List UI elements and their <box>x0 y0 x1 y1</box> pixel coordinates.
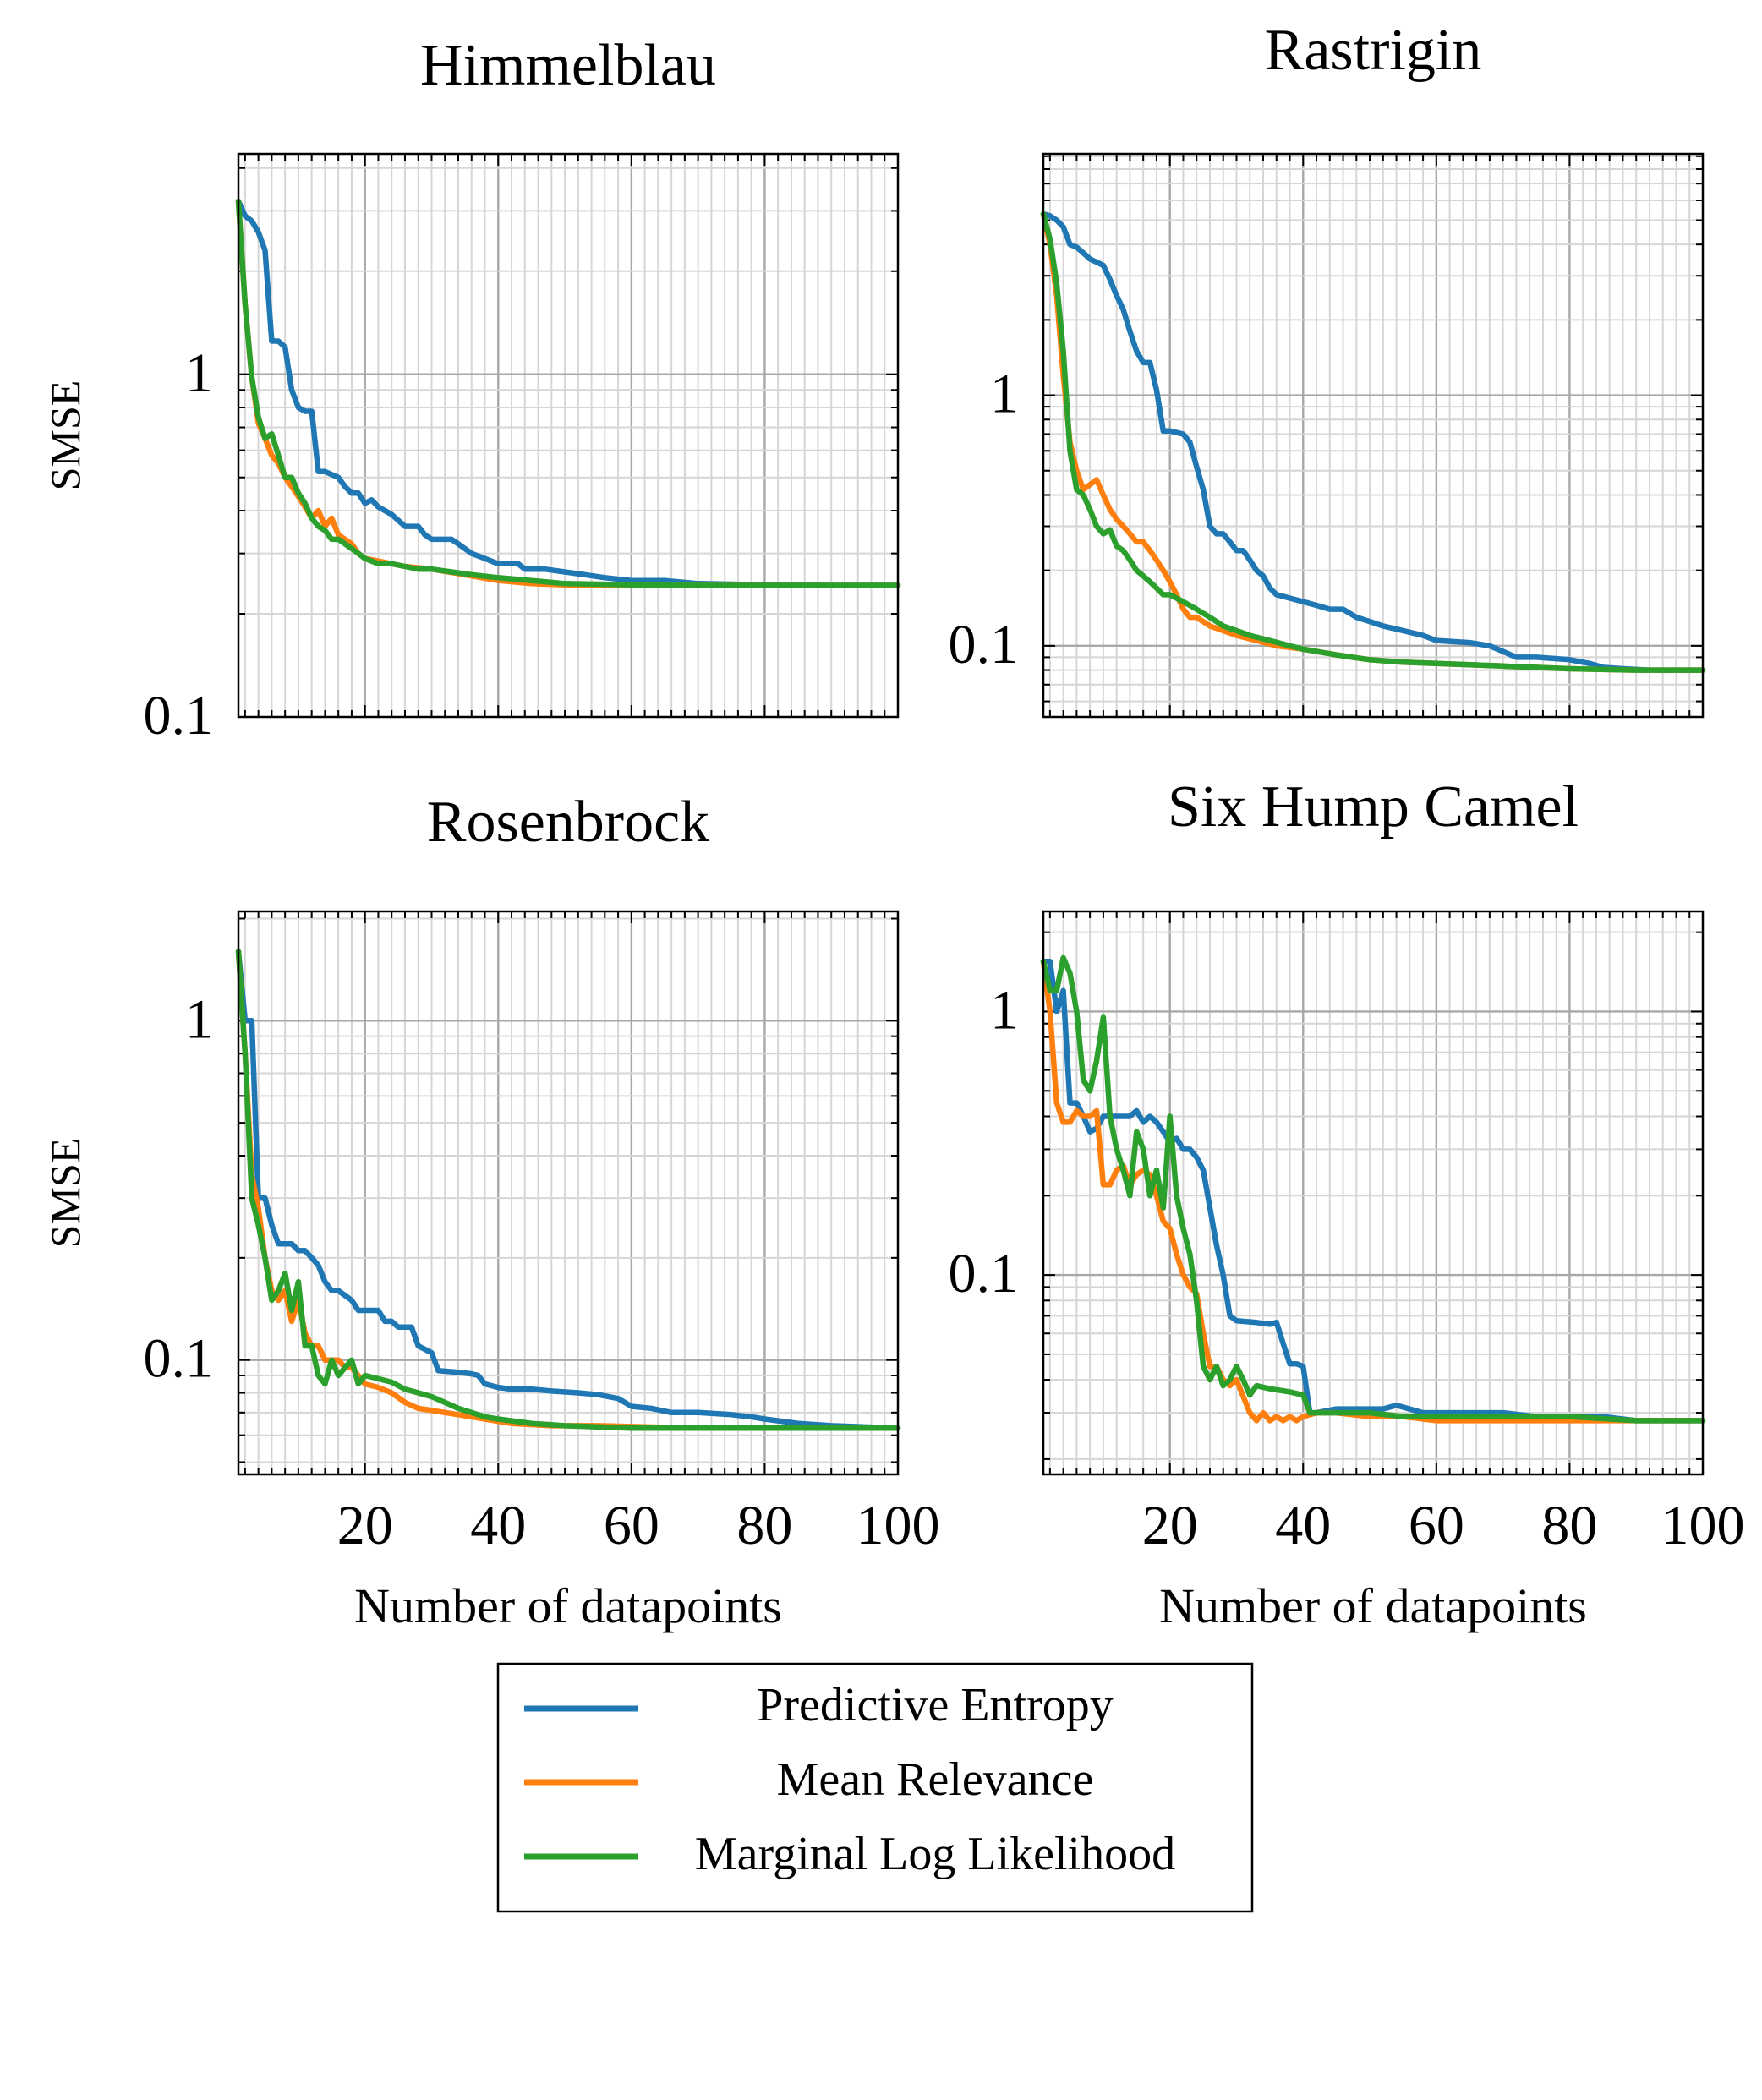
six-hump-camel-title: Six Hump Camel <box>1168 774 1579 839</box>
rosenbrock-x-tick-label: 40 <box>470 1495 526 1556</box>
six-hump-camel-y-tick-label: 1 <box>990 979 1018 1041</box>
rosenbrock-x-tick-label: 20 <box>337 1495 393 1556</box>
panel-rosenbrock: Rosenbrock 0.1 1 20 40 60 80 100 SMSE Number of d… <box>41 790 940 1633</box>
legend-entry-predictive-entropy: Predictive Entropy <box>524 1679 1114 1731</box>
rastrigin-series-predictive-entropy <box>1040 211 1706 673</box>
rastrigin-title: Rastrigin <box>1265 18 1482 83</box>
rastrigin-y-tick-label: 0.1 <box>949 614 1019 675</box>
rastrigin-series-marginal-log-likelihood <box>1040 211 1706 673</box>
six-hump-camel-frame <box>1042 910 1705 1476</box>
rosenbrock-x-axis-label: Number of datapoints <box>354 1578 782 1633</box>
rosenbrock-x-tick-label: 80 <box>736 1495 792 1556</box>
himmelblau-y-tick-label: 1 <box>185 342 213 404</box>
legend-entry-marginal-log-likelihood: Marginal Log Likelihood <box>524 1828 1175 1880</box>
rastrigin-y-tick-label: 1 <box>990 364 1018 425</box>
chart-panels: Himmelblau0.11SMSERastrigin0.11Rosenbroc… <box>41 18 1745 1633</box>
six-hump-camel-y-tick-label: 0.1 <box>949 1243 1019 1304</box>
rosenbrock-y-tick-label: 0.1 <box>144 1328 214 1390</box>
himmelblau-title: Himmelblau <box>420 33 716 98</box>
rosenbrock-y-axis-label: SMSE <box>41 1138 89 1249</box>
six-hump-camel-x-tick-label: 60 <box>1409 1495 1464 1556</box>
six-hump-camel-x-tick-label: 80 <box>1541 1495 1597 1556</box>
six-hump-camel-series-marginal-log-likelihood <box>1040 954 1706 1424</box>
rosenbrock-frame <box>237 910 900 1476</box>
legend-label-marginal-log-likelihood: Marginal Log Likelihood <box>695 1828 1175 1880</box>
himmelblau-frame <box>237 152 900 719</box>
rosenbrock-title: Rosenbrock <box>427 790 709 855</box>
panel-six-hump-camel: Six Hump Camel 0.1 1 20 40 60 80 100 Number of d… <box>949 774 1745 1633</box>
legend-box <box>496 1662 1254 1913</box>
panel-himmelblau: Himmelblau 0.1 1 SMSE <box>41 33 901 746</box>
rosenbrock-plot-area <box>238 911 898 1474</box>
rosenbrock-series-marginal-log-likelihood <box>235 949 901 1431</box>
six-hump-camel-x-tick-label: 100 <box>1661 1495 1745 1556</box>
rosenbrock-y-tick-label: 1 <box>185 988 213 1050</box>
six-hump-camel-x-tick-label: 40 <box>1275 1495 1331 1556</box>
rosenbrock-x-tick-label: 100 <box>856 1495 940 1556</box>
himmelblau-series-marginal-log-likelihood <box>235 198 901 588</box>
legend-entry-mean-relevance: Mean Relevance <box>524 1753 1093 1806</box>
six-hump-camel-plot-area <box>1043 911 1703 1474</box>
rosenbrock-series-predictive-entropy <box>235 949 901 1431</box>
legend-label-mean-relevance: Mean Relevance <box>777 1753 1094 1806</box>
legend: Predictive Entropy Mean Relevance Margin… <box>496 1662 1254 1913</box>
himmelblau-plot-area <box>238 154 898 717</box>
rosenbrock-x-tick-label: 60 <box>604 1495 659 1556</box>
himmelblau-y-axis-label: SMSE <box>41 380 89 491</box>
himmelblau-y-tick-label: 0.1 <box>144 685 214 746</box>
six-hump-camel-x-tick-label: 20 <box>1142 1495 1198 1556</box>
legend-label-predictive-entropy: Predictive Entropy <box>757 1679 1113 1731</box>
panel-rastrigin: Rastrigin 0.1 1 <box>949 18 1706 719</box>
six-hump-camel-x-axis-label: Number of datapoints <box>1159 1578 1587 1633</box>
himmelblau-series-predictive-entropy <box>235 198 901 588</box>
rastrigin-frame <box>1042 152 1705 719</box>
rastrigin-plot-area <box>1043 154 1703 717</box>
